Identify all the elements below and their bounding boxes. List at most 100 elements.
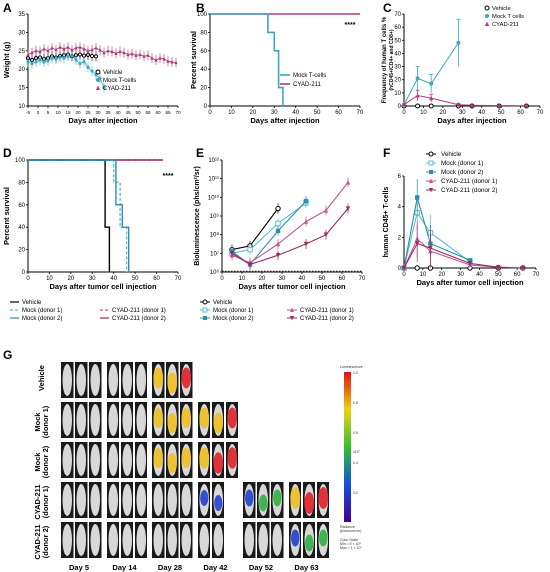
mouse-image <box>180 402 193 438</box>
mouse-image <box>75 362 88 398</box>
mouse-body <box>90 484 100 516</box>
legend-marker <box>484 5 490 11</box>
data-point <box>46 59 50 63</box>
legend-label: Mock T-cells <box>103 78 136 84</box>
mouse-image <box>75 442 88 478</box>
y-tick-label: 40 <box>200 67 207 73</box>
data-point <box>66 45 70 49</box>
series-line <box>403 237 523 269</box>
mouse-body <box>76 484 86 516</box>
mouse-image <box>61 482 74 518</box>
data-point <box>166 59 170 63</box>
bioluminescence-signal <box>153 367 164 389</box>
legend-marker <box>485 14 489 18</box>
mouse-image <box>180 482 193 518</box>
mouse-image <box>302 522 315 558</box>
y-axis-label: Percent survival <box>2 187 11 245</box>
legend-marker <box>485 21 489 26</box>
data-point <box>415 103 421 109</box>
mouse-image <box>120 482 133 518</box>
mouse-image <box>180 522 193 558</box>
colorbar-title: Luminescence <box>340 365 363 369</box>
legend-label: Mock T cells <box>492 14 524 20</box>
x-tick-label: 10 <box>46 276 53 282</box>
data-point <box>86 65 90 69</box>
mouse-image <box>120 522 133 558</box>
data-point <box>154 57 158 62</box>
x-tick-label: 20 <box>438 272 445 278</box>
mouse-body <box>62 364 72 396</box>
colorbar-tick-label: 0.6 <box>353 431 358 435</box>
data-point <box>74 45 78 50</box>
x-tick-label: 40 <box>292 110 299 116</box>
mouse-body <box>258 524 268 556</box>
mouse-image <box>257 482 270 518</box>
y-tick-label: 10¹⁰ <box>208 194 220 201</box>
mouse-body <box>181 524 191 556</box>
bioluminescence-signal <box>318 529 327 547</box>
data-point <box>77 52 83 57</box>
mouse-image <box>134 442 147 478</box>
data-point <box>142 54 146 58</box>
data-point <box>415 92 420 98</box>
legend-label: Mock (donor 1) <box>213 308 253 314</box>
data-point <box>102 86 106 90</box>
y-tick-label: 10 <box>18 104 25 110</box>
data-point <box>303 241 309 247</box>
y-tick-label: 100 <box>197 12 208 18</box>
x-tick-label: 0 <box>402 272 406 278</box>
legend-label: CYAD-211 <box>103 86 131 92</box>
legend-label: Vehicle <box>103 70 123 76</box>
mouse-image <box>243 482 256 518</box>
mouse-body <box>136 484 146 516</box>
x-tick-label: 20 <box>440 110 447 116</box>
mouse-image <box>134 482 147 518</box>
mouse-image <box>271 522 284 558</box>
y-tick-label: 6 <box>398 174 402 180</box>
y-axis-label: Weight (g) <box>2 41 11 78</box>
bioluminescence-signal <box>317 487 328 509</box>
bioluminescence-signal <box>181 408 191 428</box>
imaging-day-label: Day 14 <box>112 563 137 572</box>
data-point <box>415 241 420 247</box>
data-point <box>62 56 66 60</box>
legend-label: Vehicle <box>492 6 511 12</box>
legend-marker <box>429 178 433 183</box>
data-point <box>54 47 58 52</box>
data-point <box>98 47 102 52</box>
x-tick-label: 40 <box>115 110 121 115</box>
series-line <box>28 159 111 272</box>
mouse-body <box>122 364 132 396</box>
data-point <box>303 198 309 204</box>
data-point <box>90 69 94 73</box>
data-point <box>496 265 501 270</box>
bioluminescence-signal <box>212 452 223 474</box>
data-point <box>89 53 95 59</box>
x-tick-label: 60 <box>335 110 342 116</box>
mouse-image <box>211 442 224 478</box>
mouse-image <box>106 522 119 558</box>
mouse-image <box>225 442 238 478</box>
y-axis-label: Percent survival <box>189 31 198 89</box>
mouse-body <box>62 484 72 516</box>
legend-label: Mock (donor 2) <box>441 169 483 176</box>
panel-letter-d: D <box>3 146 12 160</box>
mouse-image <box>166 522 179 558</box>
panel-letter-g: G <box>3 348 13 362</box>
x-tick-label: 60 <box>339 276 346 282</box>
mouse-image <box>197 402 210 438</box>
bioluminescence-signal <box>198 407 209 429</box>
mouse-image <box>152 522 165 558</box>
mouse-image <box>152 362 165 398</box>
data-point <box>138 52 142 57</box>
y-tick-label: 20 <box>200 86 207 92</box>
mouse-image <box>75 482 88 518</box>
legend-label: CYAD-211 <box>492 22 519 28</box>
mouse-image <box>106 442 119 478</box>
x-tick-label: 40 <box>478 110 485 116</box>
data-point <box>62 46 66 51</box>
mouse-body <box>90 444 100 476</box>
y-tick-label: 10⁸ <box>210 232 220 239</box>
